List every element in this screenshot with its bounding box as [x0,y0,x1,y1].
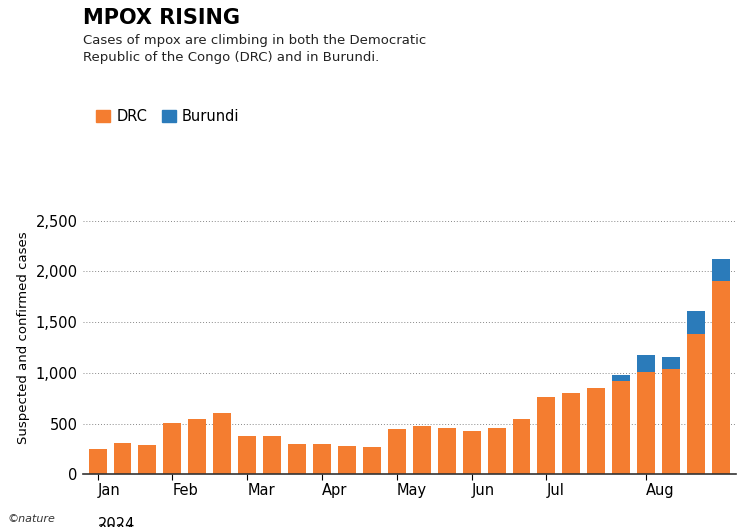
Bar [213,413,231,474]
Bar [638,372,655,474]
Bar [487,427,505,474]
Text: MPOX RISING: MPOX RISING [83,8,240,28]
Y-axis label: Suspected and confirmed cases: Suspected and confirmed cases [17,231,30,444]
Bar [687,311,705,334]
Bar [712,259,730,281]
Bar [587,388,605,474]
Legend: DRC, Burundi: DRC, Burundi [90,103,246,130]
Bar [612,381,630,474]
Bar [662,357,680,369]
Bar [338,446,356,474]
Text: 2024: 2024 [98,524,135,527]
Bar [363,447,381,474]
Bar [263,436,281,474]
Bar [438,427,456,474]
Text: Cases of mpox are climbing in both the Democratic
Republic of the Congo (DRC) an: Cases of mpox are climbing in both the D… [83,34,426,64]
Bar [712,281,730,474]
Bar [463,431,481,474]
Bar [638,355,655,372]
Text: 2024: 2024 [98,517,135,527]
Bar [164,423,181,474]
Bar [662,369,680,474]
Bar [562,393,581,474]
Bar [288,444,306,474]
Bar [89,449,107,474]
Text: ©nature: ©nature [8,514,56,524]
Bar [238,436,256,474]
Bar [612,375,630,381]
Bar [413,426,431,474]
Bar [687,334,705,474]
Bar [113,443,131,474]
Bar [538,397,556,474]
Bar [313,444,331,474]
Bar [388,428,406,474]
Bar [512,419,530,474]
Bar [189,419,207,474]
Bar [138,445,156,474]
